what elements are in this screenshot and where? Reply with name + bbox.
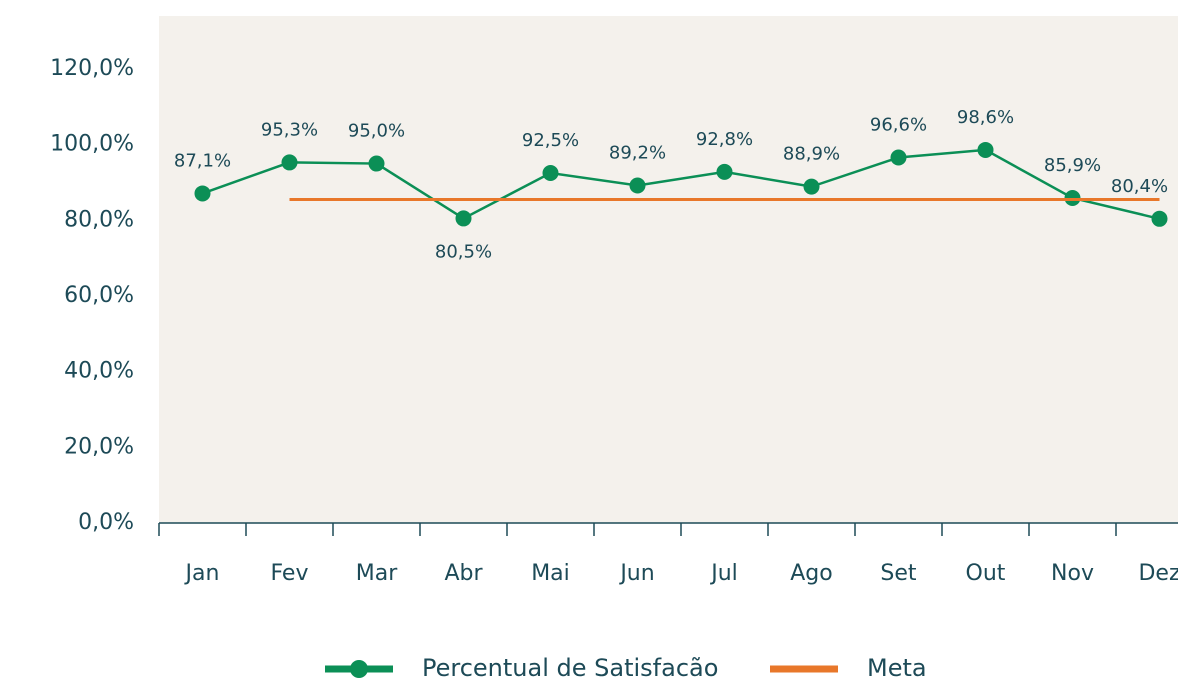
marker — [890, 149, 907, 166]
y-tick-label: 0,0% — [78, 510, 134, 535]
plot-area — [159, 16, 1178, 523]
series-line — [202, 148, 1160, 221]
marker — [455, 210, 472, 227]
legend-marker — [350, 660, 368, 678]
data-label: 98,6% — [957, 107, 1014, 128]
data-label: 89,2% — [609, 143, 666, 164]
marker — [803, 178, 820, 195]
x-tick-label: Mar — [356, 561, 398, 586]
data-label: 80,4% — [1111, 176, 1168, 197]
x-tick-label: Abr — [444, 561, 483, 586]
x-tick-label: Dez — [1138, 561, 1178, 586]
y-tick-label: 100,0% — [50, 132, 134, 157]
marker — [1064, 189, 1081, 206]
x-tick-label: Nov — [1051, 561, 1094, 586]
y-tick-label: 80,0% — [64, 207, 134, 232]
marker — [194, 185, 211, 202]
data-label: 87,1% — [174, 150, 231, 171]
data-label: 95,3% — [261, 119, 318, 140]
y-tick-label: 40,0% — [64, 359, 134, 384]
x-tick-label: Jul — [709, 561, 738, 586]
marker — [716, 163, 733, 180]
x-tick-label: Fev — [270, 561, 308, 586]
marker — [1151, 210, 1168, 227]
x-tick-label: Jan — [184, 561, 220, 586]
marker — [977, 141, 994, 158]
x-tick-label: Jun — [618, 561, 654, 586]
data-label: 80,5% — [435, 241, 492, 262]
y-tick-label: 60,0% — [64, 283, 134, 308]
y-tick-label: 20,0% — [64, 434, 134, 459]
x-tick-label: Mai — [531, 561, 570, 586]
data-label: 95,0% — [348, 121, 405, 142]
x-tick-label: Ago — [790, 561, 832, 586]
x-tick-label: Set — [880, 561, 917, 586]
marker — [542, 165, 559, 182]
marker — [629, 177, 646, 194]
data-label: 85,9% — [1044, 155, 1101, 176]
marker — [368, 155, 385, 172]
data-label: 96,6% — [870, 115, 927, 136]
x-tick-label: Out — [966, 561, 1006, 586]
y-tick-label: 120,0% — [50, 56, 134, 81]
legend-label: Percentual de Satisfacão — [422, 654, 718, 679]
data-label: 88,9% — [783, 144, 840, 165]
data-label: 92,8% — [696, 129, 753, 150]
data-label: 92,5% — [522, 130, 579, 151]
marker — [281, 154, 298, 171]
legend-label: Meta — [867, 654, 927, 679]
